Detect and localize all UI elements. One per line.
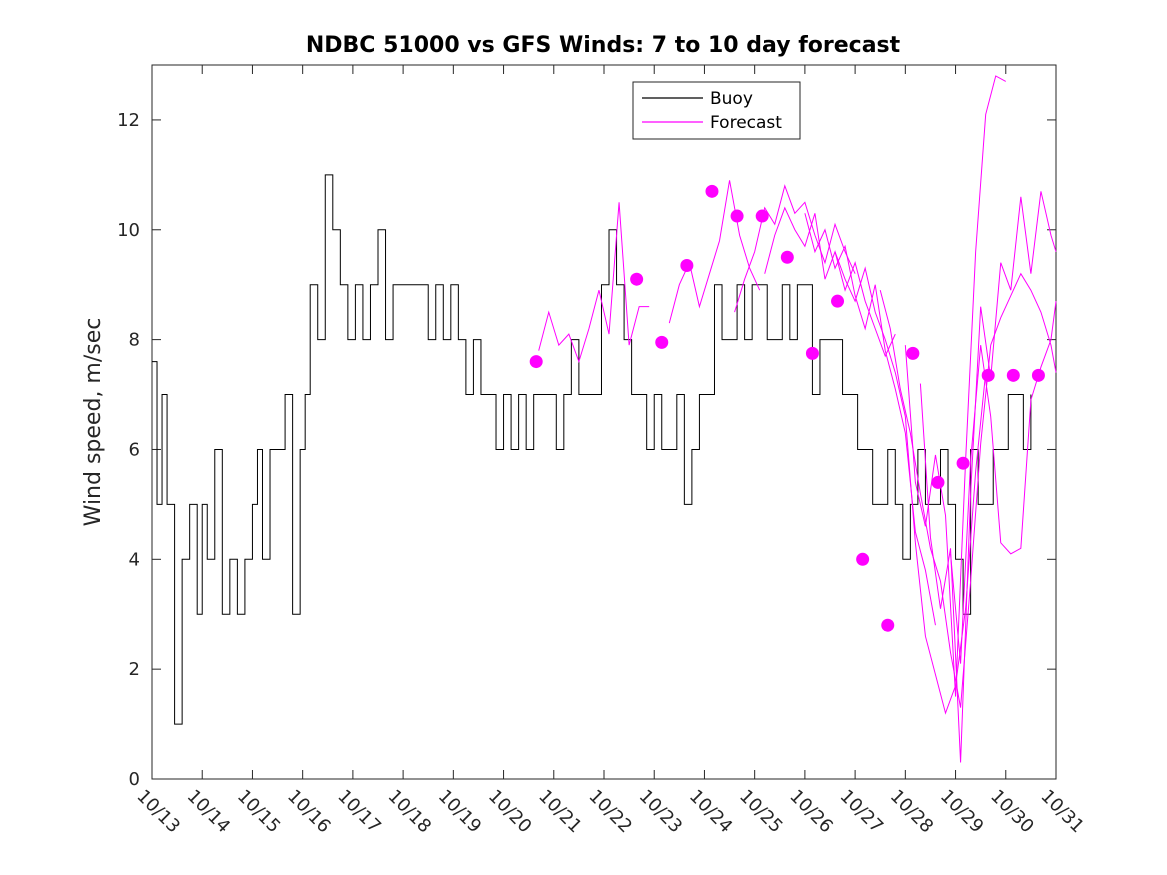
- forecast-marker-point: [881, 618, 895, 632]
- forecast-series-line: [668, 180, 761, 324]
- forecast-series-line: [538, 202, 650, 364]
- y-tick-label: 4: [129, 549, 140, 570]
- y-tick-label: 8: [129, 330, 140, 351]
- forecast-marker-point: [755, 209, 769, 223]
- forecast-series-line: [764, 206, 896, 358]
- series-layer: [152, 75, 1057, 763]
- forecast-marker-point: [1031, 368, 1045, 382]
- legend: Buoy Forecast: [632, 81, 801, 140]
- forecast-marker-point: [705, 184, 719, 198]
- forecast-marker-point: [529, 355, 543, 369]
- forecast-series-line: [804, 213, 936, 626]
- y-tick-label: 2: [129, 659, 140, 680]
- forecast-marker-point: [780, 250, 794, 264]
- forecast-marker-point: [981, 368, 995, 382]
- y-tick-label: 6: [129, 439, 140, 460]
- forecast-series-line: [904, 75, 1007, 697]
- forecast-marker-point: [730, 209, 744, 223]
- forecast-series-line: [879, 272, 1057, 708]
- forecast-marker-point: [1006, 368, 1020, 382]
- forecast-marker-point: [655, 335, 669, 349]
- y-tick-label: 0: [129, 769, 140, 790]
- y-tick-label: 12: [117, 110, 140, 131]
- y-axis-label: Wind speed, m/sec: [81, 318, 106, 527]
- y-tick-label: 10: [117, 220, 140, 241]
- forecast-marker-point: [856, 552, 870, 566]
- forecast-marker-point: [805, 346, 819, 360]
- chart-title: NDBC 51000 vs GFS Winds: 7 to 10 day for…: [306, 33, 901, 58]
- forecast-series-line: [834, 251, 987, 715]
- forecast-marker-point: [956, 456, 970, 470]
- forecast-marker-point: [831, 294, 845, 308]
- y-axis: 0 2 4 6 8 10 12: [117, 110, 1056, 790]
- forecast-series-line: [734, 184, 856, 313]
- forecast-marker-point: [630, 272, 644, 286]
- buoy-series-line: [152, 174, 1032, 725]
- forecast-marker-point: [680, 258, 694, 272]
- axes-box: [151, 64, 1057, 780]
- legend-buoy-label: Buoy: [710, 89, 753, 109]
- legend-forecast-label: Forecast: [710, 113, 782, 133]
- plot-area: [151, 64, 1057, 780]
- forecast-series-line: [950, 301, 1057, 664]
- legend-box: [632, 81, 801, 140]
- forecast-marker-point: [931, 475, 945, 489]
- forecast-marker-point: [906, 346, 920, 360]
